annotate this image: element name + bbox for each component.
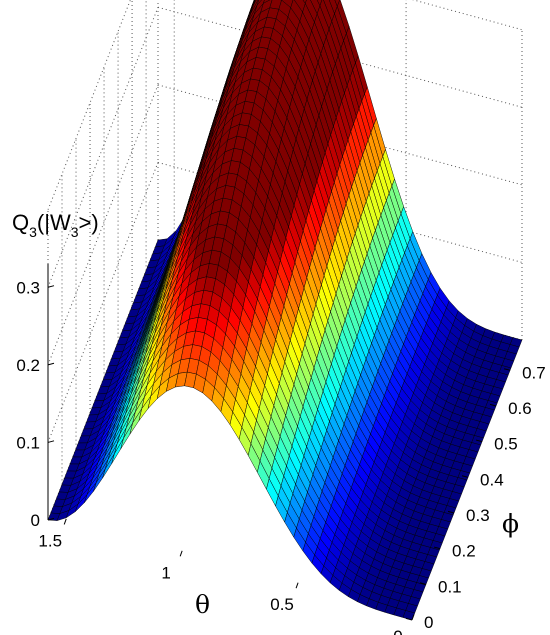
z-tick-mark: [47, 440, 55, 443]
y-tick-mark: [419, 582, 427, 585]
grid-line: [47, 7, 159, 288]
y-tick-label: 0.6: [508, 399, 532, 418]
x-tick-label: 1.5: [38, 531, 62, 550]
z-tick-label: 0.1: [16, 433, 40, 452]
surface-plot: [47, 0, 523, 621]
y-tick-label: 0.4: [480, 470, 504, 489]
z-tick-label: 0.3: [16, 278, 40, 297]
axis-ticks: 00.10.20.300.511.500.10.20.30.40.50.60.7: [16, 264, 546, 635]
y-tick-mark: [405, 617, 413, 621]
x-tick-mark: [295, 582, 299, 589]
x-tick-mark: [63, 518, 67, 525]
y-axis-label: ϕ: [502, 509, 519, 538]
x-tick-label: 0.5: [270, 595, 294, 614]
y-tick-label: 0.3: [466, 506, 490, 525]
y-tick-mark: [447, 510, 455, 514]
y-tick-mark: [475, 439, 483, 443]
z-tick-mark: [47, 362, 55, 366]
grid-line: [47, 0, 131, 210]
y-tick-label: 0.2: [452, 542, 476, 561]
y-tick-mark: [433, 546, 441, 550]
y-tick-label: 0.1: [438, 577, 462, 596]
y-tick-label: 0.7: [522, 363, 546, 382]
z-tick-mark: [47, 285, 55, 288]
y-tick-mark: [461, 475, 469, 478]
z-tick-label: 0: [31, 511, 40, 530]
x-tick-label: 1: [161, 563, 170, 582]
z-tick-mark: [47, 517, 55, 521]
x-tick-label: 0: [393, 627, 402, 635]
x-tick-mark: [179, 550, 183, 557]
y-tick-mark: [503, 368, 511, 371]
z-axis-label: Q3(|W3>): [12, 210, 99, 240]
y-tick-mark: [489, 403, 497, 407]
y-tick-label: 0.5: [494, 435, 518, 454]
x-tick-mark: [411, 614, 415, 621]
z-tick-label: 0.2: [16, 356, 40, 375]
y-tick-label: 0: [424, 613, 433, 632]
x-axis-label: θ: [195, 590, 210, 619]
